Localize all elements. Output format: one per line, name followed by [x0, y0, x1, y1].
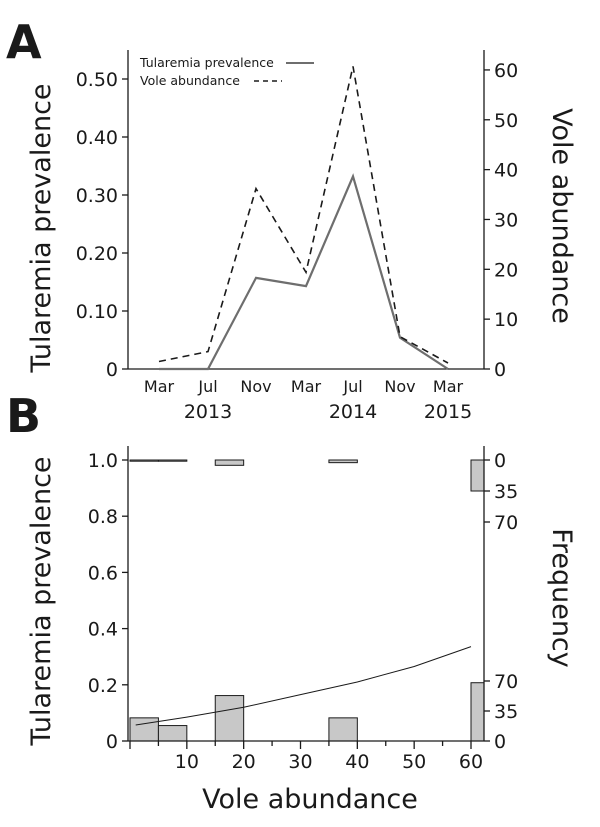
- panel-b-x-tick-label: 20: [232, 751, 256, 773]
- panel-b-y-right-axis-title: Frequency: [546, 528, 577, 668]
- panel-b-fitted-curve: [135, 646, 472, 726]
- histogram-bar-positive: [214, 695, 245, 742]
- panel-b-x-tick-label: 50: [402, 751, 426, 773]
- panel-b-freq-tick-label: 0: [494, 731, 506, 753]
- panel-a-x-tick-label: Jul: [342, 377, 362, 396]
- fitted-logistic-curve: [135, 646, 472, 726]
- panel-a-y-right-tick-label: 30: [494, 209, 518, 231]
- panel-a-legend: Tularemia prevalence Vole abundance: [139, 55, 314, 88]
- panel-a-y-right-tick-label: 60: [494, 60, 518, 82]
- panel-b-y-axis-title: Tularemia prevalence: [26, 456, 57, 746]
- panel-a-x-tick-label: Mar: [291, 377, 322, 396]
- panel-a: A 0 0.10 0.20 0.30 0.40 0.50 0 10 20 30 40 50 60 Mar J…: [6, 15, 577, 423]
- panel-b-y-tick-label: 0.6: [88, 562, 118, 584]
- legend-label: Vole abundance: [140, 73, 240, 88]
- legend-label: Tularemia prevalence: [139, 55, 274, 70]
- panel-a-year-label: 2014: [329, 401, 377, 423]
- panel-a-y-axis-title: Tularemia prevalence: [26, 83, 57, 373]
- panel-b-x-axis-title: Vole abundance: [202, 784, 418, 815]
- panel-a-x-tick-label: Jul: [197, 377, 217, 396]
- histogram-bar-positive: [129, 717, 159, 742]
- panel-b-x-tick-label: 60: [459, 751, 483, 773]
- panel-a-label: A: [6, 15, 42, 69]
- histogram-bar-negative: [328, 459, 358, 464]
- panel-a-axes: 0 0.10 0.20 0.30 0.40 0.50 0 10 20 30 40 50 60 Mar Jul…: [76, 50, 518, 423]
- panel-a-y-tick-label: 0.20: [76, 243, 118, 265]
- panel-a-y-right-tick-label: 40: [494, 160, 518, 182]
- panel-b-freq-tick-label: 70: [494, 671, 518, 693]
- histogram-bar-negative: [214, 459, 245, 466]
- panel-b-y-tick-label: 0: [106, 731, 118, 753]
- panel-a-y-right-axis-title: Vole abundance: [546, 108, 577, 324]
- panel-a-y-tick-label: 0.40: [76, 127, 118, 149]
- series-line-vole-abundance: [158, 66, 449, 364]
- series-line-tularemia-prevalence: [159, 173, 449, 371]
- panel-a-y-tick-label: 0.30: [76, 185, 118, 207]
- panel-a-x-tick-label: Mar: [144, 377, 175, 396]
- panel-a-y-tick-label: 0: [106, 359, 118, 381]
- histogram-bar-positive: [157, 725, 188, 742]
- histogram-bar-negative: [157, 459, 188, 462]
- panel-a-y-right-tick-label: 0: [494, 359, 506, 381]
- panel-b-y-tick-label: 0.4: [88, 619, 118, 641]
- panel-a-x-tick-label: Nov: [384, 377, 415, 396]
- histogram-bar-positive: [470, 682, 485, 742]
- panel-a-year-label: 2015: [424, 401, 472, 423]
- panel-b-freq-tick-label: 70: [494, 512, 518, 534]
- panel-a-series: [158, 66, 449, 371]
- panel-a-y-right-tick-label: 20: [494, 259, 518, 281]
- panel-b-axes: 0 0.2 0.4 0.6 0.8 1.0 10 20 30 40 50 60 0 35 70 0 35 70: [88, 446, 518, 773]
- panel-b-y-tick-label: 0.2: [88, 675, 118, 697]
- panel-b-x-tick-label: 40: [345, 751, 369, 773]
- panel-b-x-tick-label: 30: [288, 751, 312, 773]
- panel-a-y-right-tick-label: 10: [494, 309, 518, 331]
- panel-b-x-tick-label: 10: [175, 751, 199, 773]
- panel-a-y-tick-label: 0.50: [76, 69, 118, 91]
- panel-a-x-tick-label: Mar: [433, 377, 464, 396]
- histogram-bar-negative: [129, 459, 159, 462]
- panel-b-freq-tick-label: 0: [494, 450, 506, 472]
- panel-b-histograms: [129, 459, 485, 742]
- panel-b: B 0 0.2 0.4 0.6 0.8 1.0 10 20 30 40 50 60 0 35 70 0 35 70…: [6, 389, 577, 815]
- panel-b-y-tick-label: 0.8: [88, 506, 118, 528]
- panel-b-label: B: [6, 389, 41, 443]
- panel-b-freq-tick-label: 35: [494, 481, 518, 503]
- panel-b-freq-tick-label: 35: [494, 701, 518, 723]
- panel-a-x-tick-label: Nov: [240, 377, 271, 396]
- panel-a-y-tick-label: 0.10: [76, 301, 118, 323]
- panel-a-year-label: 2013: [184, 401, 232, 423]
- panel-a-y-right-tick-label: 50: [494, 110, 518, 132]
- histogram-bar-negative: [470, 459, 485, 492]
- histogram-bar-positive: [328, 717, 358, 742]
- panel-b-y-tick-label: 1.0: [88, 450, 118, 472]
